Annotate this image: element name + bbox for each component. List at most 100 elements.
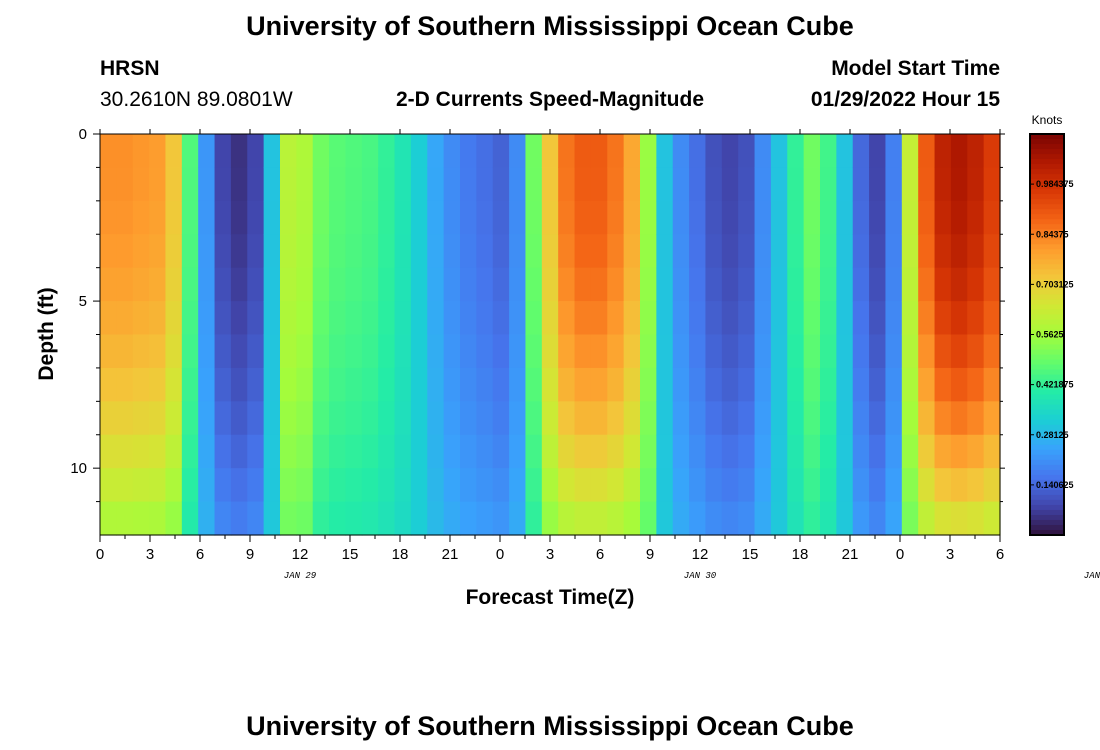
- y-axis-label: Depth (ft): [35, 287, 58, 380]
- heat-cell: [230, 367, 248, 402]
- heat-cell: [492, 301, 510, 336]
- heat-cell: [770, 434, 788, 469]
- heat-cell: [672, 200, 690, 235]
- heat-cell: [378, 434, 396, 469]
- heat-cell: [198, 501, 216, 536]
- heat-cell: [869, 301, 887, 336]
- heat-cell: [296, 134, 314, 169]
- x-tick-label: 12: [692, 546, 709, 563]
- heat-cell: [541, 301, 559, 336]
- x-tick-label: 6: [196, 546, 204, 563]
- heat-cell: [705, 401, 723, 436]
- heat-cell: [820, 301, 837, 336]
- heat-cell: [623, 200, 641, 235]
- heat-cell: [574, 267, 592, 302]
- heat-cell: [149, 267, 167, 302]
- heat-cell: [378, 501, 396, 536]
- heat-cell: [623, 134, 641, 169]
- heat-cell: [901, 267, 919, 302]
- heat-cell: [329, 367, 347, 402]
- heat-cell: [427, 501, 445, 536]
- heat-cell: [280, 200, 297, 235]
- heat-cell: [558, 200, 576, 235]
- heat-cell: [590, 501, 608, 536]
- colorbar-segment: [1030, 289, 1064, 295]
- heat-cell: [116, 267, 134, 302]
- colorbar-segment: [1030, 139, 1064, 145]
- heat-cell: [558, 267, 576, 302]
- heat-cell: [558, 301, 576, 336]
- axes: 0 3 6 9 12 15 18 21 0 3 6 9 12 15 18 21 0 3 6 JAN 29 JAN 30 J…: [70, 126, 1100, 581]
- heat-cell: [574, 501, 592, 536]
- heat-cell: [460, 167, 477, 202]
- heat-cell: [787, 200, 805, 235]
- heat-cell: [230, 501, 248, 536]
- heat-cell: [247, 468, 265, 503]
- heat-cell: [410, 301, 428, 336]
- heat-cell: [132, 367, 150, 402]
- heat-cell: [361, 434, 379, 469]
- heat-cell: [492, 267, 510, 302]
- heat-cell: [558, 167, 576, 202]
- heat-cell: [738, 167, 756, 202]
- heat-cell: [672, 334, 690, 369]
- heat-cell: [247, 367, 265, 402]
- heat-cell: [214, 367, 232, 402]
- heat-cell: [721, 401, 739, 436]
- heat-cell: [869, 134, 887, 169]
- heat-cell: [983, 267, 1001, 302]
- heat-cell: [394, 468, 412, 503]
- heat-cell: [869, 434, 887, 469]
- heat-cell: [541, 434, 559, 469]
- heat-cell: [394, 501, 412, 536]
- colorbar-label: 0.140625: [1036, 480, 1074, 490]
- colorbar-segment: [1030, 409, 1064, 416]
- x-tick-label: 12: [292, 546, 309, 563]
- heat-cell: [820, 401, 837, 436]
- colorbar-segment: [1030, 394, 1064, 401]
- heat-cell: [787, 134, 805, 169]
- heat-cell: [590, 200, 608, 235]
- heat-cell: [132, 134, 150, 169]
- heat-cell: [950, 200, 968, 235]
- heat-cell: [116, 134, 134, 169]
- colorbar-segment: [1030, 284, 1064, 290]
- heat-cell: [607, 167, 625, 202]
- heat-cell: [640, 167, 657, 202]
- heat-cell: [689, 167, 707, 202]
- heat-cell: [983, 301, 1001, 336]
- heat-cell: [934, 167, 952, 202]
- heat-cell: [656, 234, 674, 269]
- heat-cell: [590, 401, 608, 436]
- heat-cell: [836, 401, 854, 436]
- heat-cell: [869, 501, 887, 536]
- heat-cell: [983, 200, 1001, 235]
- y-tick-label: 5: [79, 293, 87, 310]
- heat-cell: [754, 301, 772, 336]
- heat-cell: [443, 234, 461, 269]
- x-tick-label: 18: [392, 546, 409, 563]
- heat-cell: [312, 501, 330, 536]
- heat-cell: [754, 367, 772, 402]
- heat-cell: [345, 434, 363, 469]
- heat-cell: [983, 468, 1001, 503]
- heat-cell: [607, 334, 625, 369]
- heat-cell: [803, 468, 821, 503]
- heat-cell: [345, 200, 363, 235]
- heat-cell: [640, 434, 657, 469]
- heat-cell: [869, 167, 887, 202]
- heat-cell: [738, 367, 756, 402]
- heat-cell: [214, 401, 232, 436]
- heat-cell: [656, 134, 674, 169]
- heat-cell: [230, 434, 248, 469]
- heat-cell: [460, 401, 477, 436]
- heat-cell: [460, 267, 477, 302]
- heat-cell: [296, 234, 314, 269]
- heat-cell: [312, 367, 330, 402]
- heat-cell: [983, 134, 1001, 169]
- heat-cell: [590, 167, 608, 202]
- heat-cell: [165, 334, 183, 369]
- heat-cell: [443, 468, 461, 503]
- heat-cell: [230, 234, 248, 269]
- heat-cell: [378, 301, 396, 336]
